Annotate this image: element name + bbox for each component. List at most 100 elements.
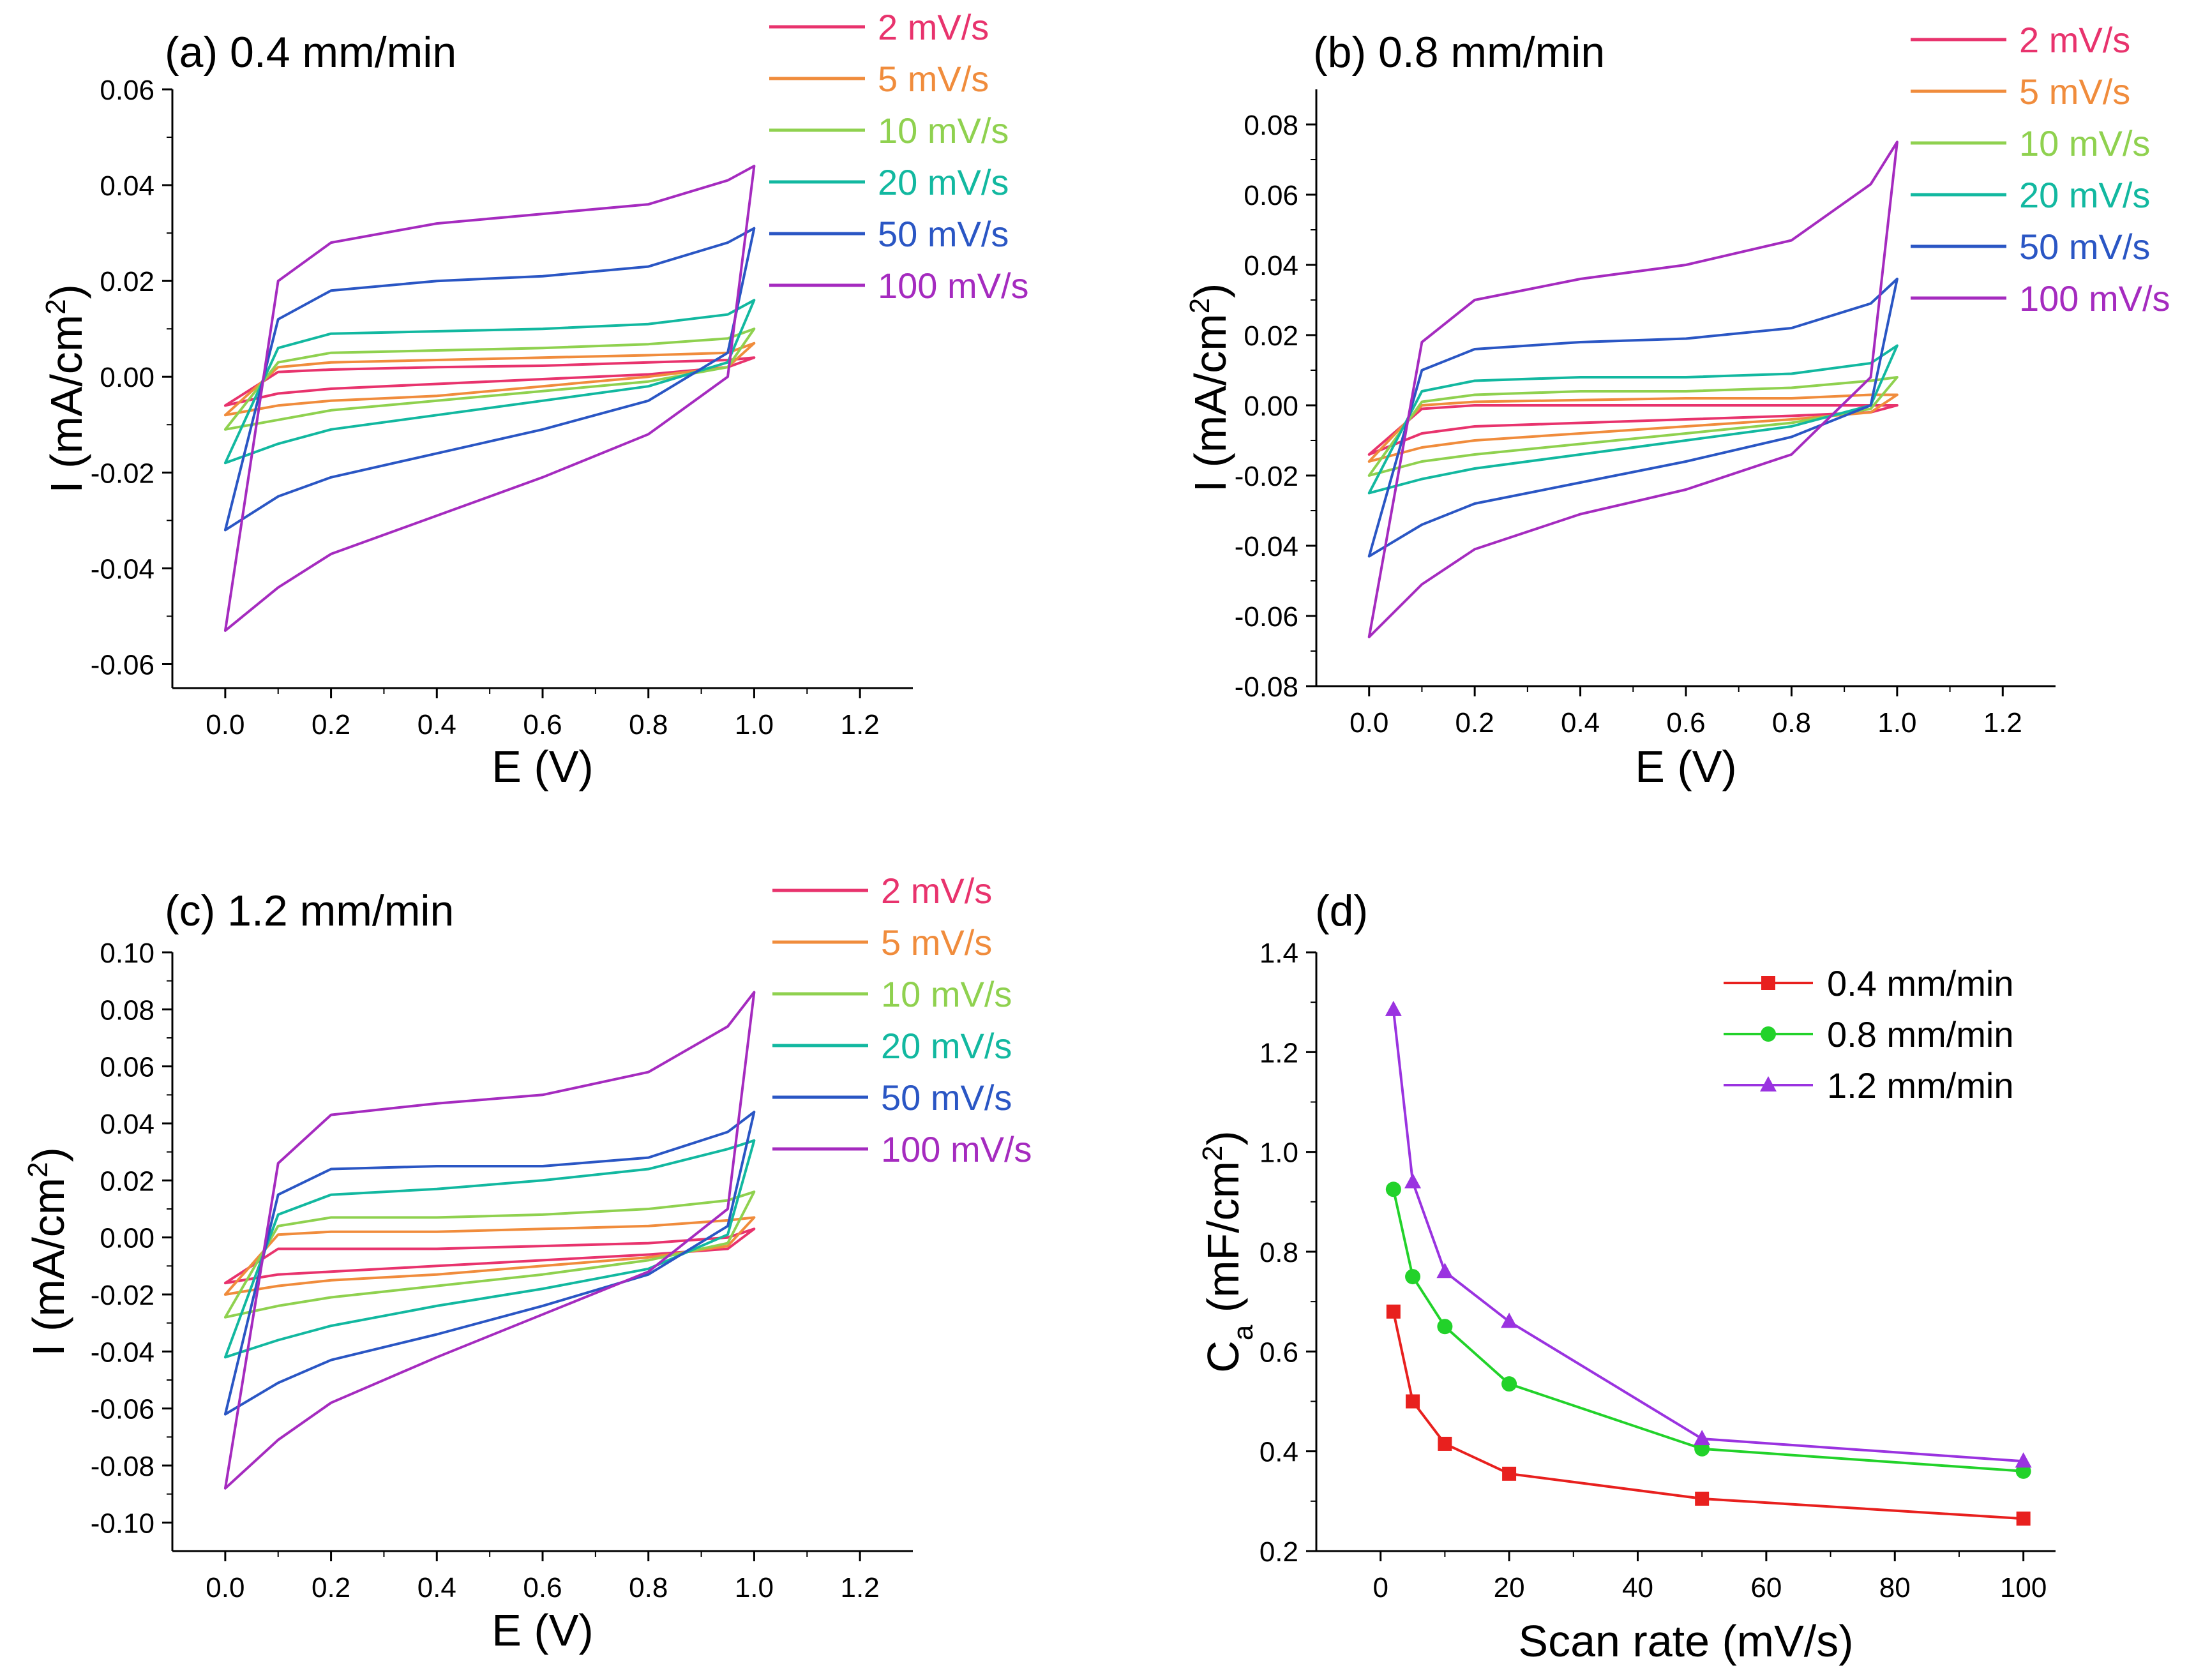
y-tick-label: -0.10 bbox=[91, 1508, 154, 1539]
legend-label: 2 mV/s bbox=[878, 7, 989, 47]
y-tick-label: 0.06 bbox=[100, 1052, 154, 1083]
series-line bbox=[1392, 1311, 2024, 1520]
y-tick-label: 0.04 bbox=[100, 1109, 154, 1140]
legend-label: 5 mV/s bbox=[881, 922, 992, 963]
y-axis-label: I (mA/cm2) bbox=[1184, 283, 1235, 493]
legend-label: 50 mV/s bbox=[2019, 227, 2150, 267]
x-tick-label: 0.4 bbox=[1561, 707, 1600, 739]
data-point bbox=[2016, 1511, 2031, 1526]
legend-label: 0.8 mm/min bbox=[1827, 1014, 2014, 1054]
cv-loop bbox=[223, 356, 756, 407]
y-tick-label: 0.08 bbox=[1244, 110, 1298, 141]
y-tick-label: -0.02 bbox=[1235, 461, 1298, 492]
y-axis-label-main: I (mA/cm bbox=[24, 1178, 73, 1356]
data-point bbox=[1501, 1312, 1518, 1328]
x-axis-label: E (V) bbox=[492, 1605, 593, 1655]
y-tick-label: 0.00 bbox=[100, 1223, 154, 1254]
y-axis-label: I (mA/cm2) bbox=[22, 1147, 73, 1356]
x-tick-label: 100 bbox=[2000, 1572, 2047, 1603]
x-tick-label: 1.2 bbox=[841, 1572, 880, 1603]
legend-label: 50 mV/s bbox=[881, 1077, 1012, 1118]
data-point bbox=[1436, 1263, 1454, 1279]
y-tick-label: -0.08 bbox=[1235, 671, 1298, 703]
panel-title: (c) 1.2 mm/min bbox=[165, 887, 454, 935]
cv-loop bbox=[223, 227, 756, 532]
y-axis-label-end: ) bbox=[24, 1147, 73, 1162]
y-axis-label: I (mA/cm2) bbox=[40, 284, 91, 493]
y-axis-label-part: a bbox=[1228, 1324, 1259, 1340]
cv-loop bbox=[223, 341, 756, 417]
y-tick-label: -0.02 bbox=[91, 458, 154, 489]
y-tick-label: 1.0 bbox=[1259, 1137, 1298, 1169]
x-tick-label: 0.2 bbox=[312, 709, 350, 740]
cv-loop bbox=[1367, 278, 1898, 558]
y-tick-label: 1.2 bbox=[1259, 1037, 1298, 1069]
y-tick-label: -0.04 bbox=[1235, 531, 1298, 562]
x-tick-label: 1.0 bbox=[735, 1572, 774, 1603]
y-tick-label: 0.00 bbox=[100, 362, 154, 393]
y-tick-label: -0.04 bbox=[91, 1337, 154, 1368]
cv-loop bbox=[223, 1139, 756, 1359]
cv-loop bbox=[223, 165, 756, 632]
y-axis-label-end: ) bbox=[1185, 283, 1235, 298]
x-tick-label: 0.4 bbox=[417, 1572, 456, 1603]
y-tick-label: 1.4 bbox=[1259, 938, 1298, 969]
y-tick-label: 0.2 bbox=[1259, 1536, 1298, 1568]
legend-label: 0.4 mm/min bbox=[1827, 963, 2014, 1003]
y-tick-label: -0.06 bbox=[91, 649, 154, 680]
x-tick-label: 1.2 bbox=[1983, 707, 2022, 739]
series-line bbox=[1392, 1009, 2024, 1463]
y-tick-label: 0.08 bbox=[100, 994, 154, 1026]
y-tick-label: -0.06 bbox=[1235, 601, 1298, 633]
data-point bbox=[1405, 1269, 1421, 1285]
y-tick-label: 0.04 bbox=[100, 170, 154, 202]
x-tick-label: 0.8 bbox=[629, 1572, 668, 1603]
panel-c: 0.0 0.2 0.4 0.6 0.8 1.0 1.2 -0.10 -0.08 -0.06 -0.0… bbox=[22, 871, 1032, 1655]
cv-loop bbox=[223, 299, 756, 465]
panel-title: (b) 0.8 mm/min bbox=[1313, 28, 1605, 77]
y-tick-label: 0.6 bbox=[1259, 1337, 1298, 1368]
y-tick-label: -0.08 bbox=[91, 1451, 154, 1482]
legend-label: 50 mV/s bbox=[878, 214, 1009, 254]
y-axis-label-main: I (mA/cm bbox=[41, 315, 91, 493]
y-axis-label-sup: 2 bbox=[40, 299, 71, 314]
y-tick-label: -0.06 bbox=[91, 1394, 154, 1425]
y-tick-label: 0.04 bbox=[1244, 250, 1298, 281]
data-point bbox=[1502, 1466, 1517, 1481]
legend-marker bbox=[1761, 1026, 1776, 1042]
x-tick-label: 0.6 bbox=[523, 709, 562, 740]
x-tick-label: 0 bbox=[1372, 1572, 1388, 1603]
data-point bbox=[1695, 1491, 1710, 1506]
y-tick-label: 0.8 bbox=[1259, 1237, 1298, 1268]
y-tick-label: 0.02 bbox=[100, 1166, 154, 1197]
x-tick-label: 80 bbox=[1879, 1572, 1911, 1603]
x-axis-label: E (V) bbox=[1635, 742, 1736, 791]
cv-loop bbox=[223, 1111, 756, 1416]
x-tick-label: 0.0 bbox=[206, 709, 244, 740]
legend-label: 2 mV/s bbox=[2019, 20, 2130, 60]
cv-loop bbox=[1367, 344, 1898, 495]
y-tick-label: 0.06 bbox=[1244, 180, 1298, 211]
cv-loop bbox=[223, 1227, 756, 1285]
data-point bbox=[2015, 1452, 2032, 1468]
legend-label: 100 mV/s bbox=[881, 1129, 1032, 1169]
cv-loop bbox=[1367, 393, 1898, 463]
panel-a: 0.0 0.2 0.4 0.6 0.8 1.0 1.2 -0.06 -0.04 -0.02 0.00… bbox=[40, 7, 1029, 791]
data-point bbox=[1385, 1181, 1401, 1197]
y-axis-label-part: C bbox=[1198, 1340, 1248, 1373]
panel-title: (a) 0.4 mm/min bbox=[165, 28, 456, 77]
cv-loop bbox=[223, 1190, 756, 1319]
data-point bbox=[1438, 1436, 1452, 1451]
x-axis-label: E (V) bbox=[492, 742, 593, 791]
legend-label: 20 mV/s bbox=[881, 1026, 1012, 1066]
y-axis-label-sup: 2 bbox=[22, 1162, 54, 1177]
legend-marker bbox=[1761, 976, 1775, 990]
x-tick-label: 1.0 bbox=[1877, 707, 1916, 739]
panel-d: 0 20 40 60 80 100 0.2 0.4 0.6 0.8 1.0 1.2 1.4 (d) Scan… bbox=[1197, 887, 2056, 1666]
x-axis-label: Scan rate (mV/s) bbox=[1518, 1616, 1853, 1666]
y-tick-label: -0.04 bbox=[91, 553, 154, 585]
data-point bbox=[1406, 1394, 1420, 1409]
y-axis-label: Ca (mF/cm2) bbox=[1197, 1130, 1259, 1372]
cv-loop bbox=[1367, 140, 1898, 638]
